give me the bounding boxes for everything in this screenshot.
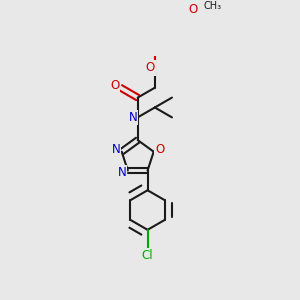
Text: O: O: [110, 79, 119, 92]
Text: N: N: [111, 143, 120, 156]
Text: N: N: [128, 111, 137, 124]
Text: O: O: [188, 3, 197, 16]
Text: N: N: [118, 166, 126, 179]
Text: O: O: [145, 61, 154, 74]
Text: CH₃: CH₃: [203, 1, 221, 11]
Text: O: O: [155, 143, 164, 156]
Text: Cl: Cl: [142, 249, 153, 262]
